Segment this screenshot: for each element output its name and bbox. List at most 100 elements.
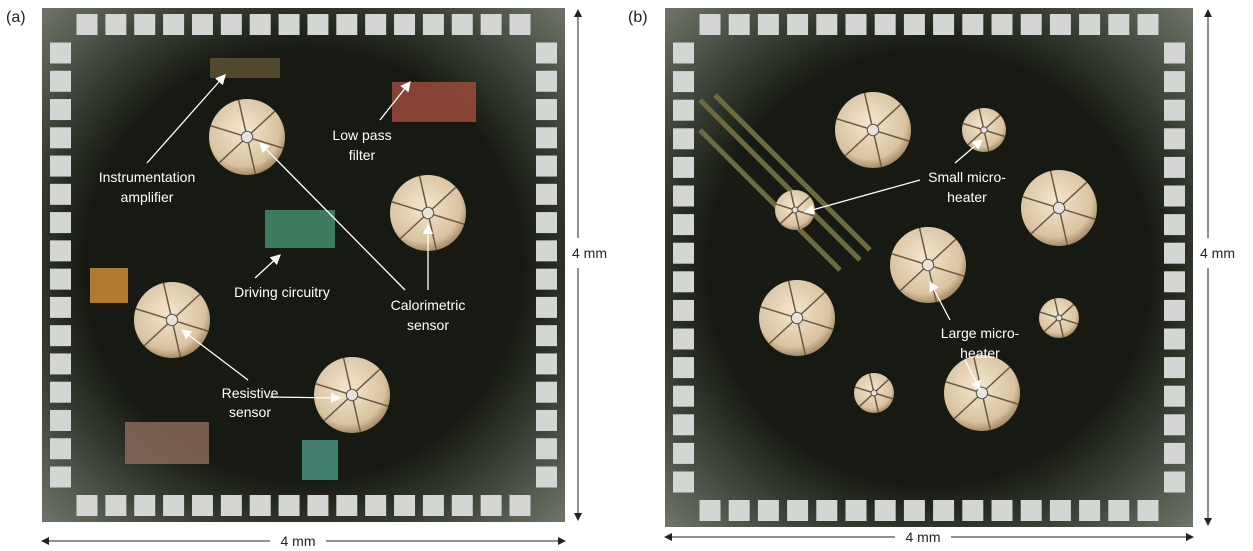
heater-core [792,207,798,213]
panel-label: (a) [6,9,26,26]
pad [673,329,694,350]
pad [1164,329,1185,350]
pad [50,325,71,346]
pad [962,14,983,35]
pad [50,382,71,403]
pad [673,243,694,264]
pad [904,500,925,521]
driver-block [265,210,335,248]
block [125,422,209,464]
pad [163,14,184,35]
pad [105,495,126,516]
pad [134,14,155,35]
pad [673,271,694,292]
pad [50,156,71,177]
pad [134,495,155,516]
heater-core [346,389,357,400]
annotation: Low pass [332,127,391,143]
pad [787,14,808,35]
pad [1164,71,1185,92]
annotation: Large micro- [941,325,1020,341]
heater-core [981,127,988,134]
pad [50,410,71,431]
pad [962,500,983,521]
pad [77,495,98,516]
pad [423,495,444,516]
pad [536,71,557,92]
pad [1164,414,1185,435]
pad [536,99,557,120]
heater-core [1053,202,1064,213]
pad [729,500,750,521]
pad [452,14,473,35]
dimension-label: 4 mm [572,245,607,261]
pad [673,157,694,178]
pad [536,325,557,346]
pad [221,495,242,516]
pad [50,127,71,148]
pad [50,353,71,374]
pad [536,269,557,290]
pad [673,186,694,207]
pad [50,240,71,261]
pad [1164,43,1185,64]
pad [673,472,694,493]
pad [307,495,328,516]
pad [50,467,71,488]
pad [365,495,386,516]
pad [536,382,557,403]
annotation: sensor [407,317,449,333]
heater-core [422,207,433,218]
pad [758,14,779,35]
annotation: Calorimetric [391,297,466,313]
pad [1164,271,1185,292]
pad [729,14,750,35]
pad [1138,500,1159,521]
pad [673,214,694,235]
pad [933,500,954,521]
pad [394,14,415,35]
dimension-label: 4 mm [906,529,941,545]
pad [1164,443,1185,464]
pad [307,14,328,35]
heater-core [871,390,877,396]
pad [163,495,184,516]
pad [510,495,531,516]
pad [673,300,694,321]
pad [50,438,71,459]
pad [365,14,386,35]
pad [1164,243,1185,264]
pad [536,410,557,431]
pad [1164,357,1185,378]
pad [536,353,557,374]
pad [50,297,71,318]
pad [250,495,271,516]
heater-core [1056,315,1062,321]
pad [394,495,415,516]
pad [50,99,71,120]
annotation: Instrumentation [99,169,196,185]
pad [1050,500,1071,521]
pad [50,184,71,205]
pad [336,14,357,35]
pad [536,127,557,148]
pad [105,14,126,35]
dimension-label: 4 mm [281,533,316,549]
annotation: heater [947,189,987,205]
annotation: sensor [229,404,271,420]
pad [279,14,300,35]
annotation: Driving circuitry [234,284,330,300]
pad [250,14,271,35]
pad [673,43,694,64]
pad [992,14,1013,35]
pad [700,500,721,521]
annotation: Small micro- [928,169,1006,185]
pad [1108,500,1129,521]
pad [700,14,721,35]
pad [221,14,242,35]
amp-block [210,58,280,78]
annotation: filter [349,147,376,163]
pad [904,14,925,35]
pad [423,14,444,35]
annotation: Resistive [222,385,279,401]
